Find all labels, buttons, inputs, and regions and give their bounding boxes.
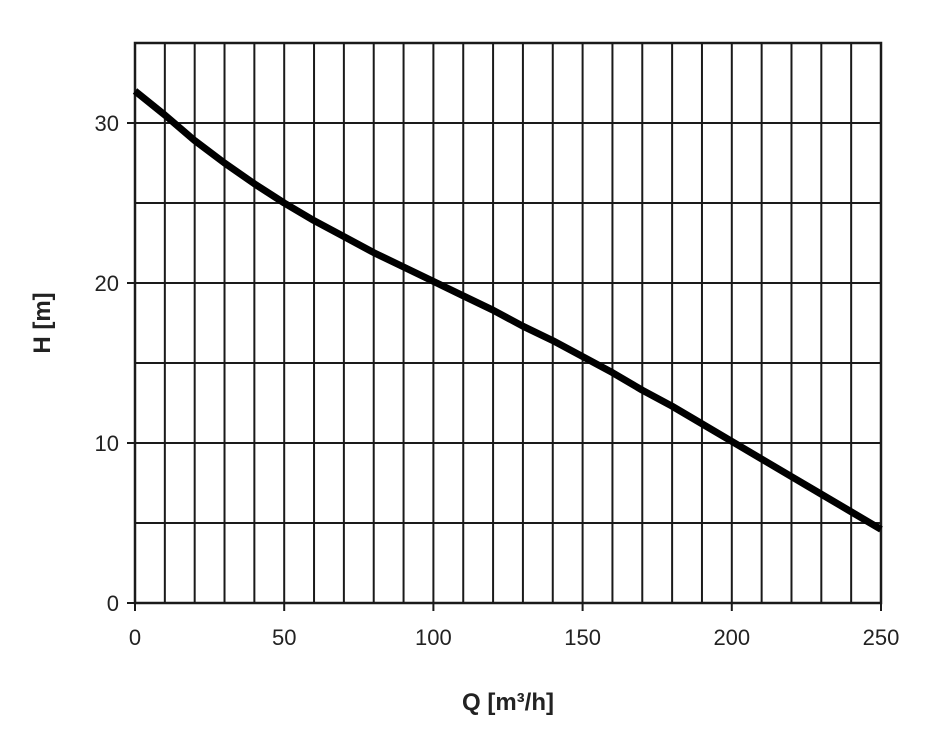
y-tick-label: 0 <box>107 591 119 616</box>
x-ticks: 0 50 100 150 200 250 <box>129 603 899 650</box>
x-tick-label: 100 <box>415 625 452 650</box>
x-axis-label: Q [m³/h] <box>462 689 554 716</box>
y-axis-label: H [m] <box>29 292 56 353</box>
series-group <box>132 88 883 533</box>
plot-frame <box>133 41 883 605</box>
x-tick-label: 50 <box>272 625 296 650</box>
y-tick-label: 30 <box>95 111 119 136</box>
grid-major <box>133 41 883 605</box>
pump-curve-line <box>132 88 883 533</box>
y-ticks: 0 10 20 30 <box>95 111 135 616</box>
x-tick-label: 200 <box>713 625 750 650</box>
y-tick-label: 10 <box>95 431 119 456</box>
grid-minor <box>134 42 882 604</box>
x-tick-label: 0 <box>129 625 141 650</box>
y-tick-label: 20 <box>95 271 119 296</box>
x-tick-label: 150 <box>564 625 601 650</box>
x-tick-label: 250 <box>863 625 900 650</box>
